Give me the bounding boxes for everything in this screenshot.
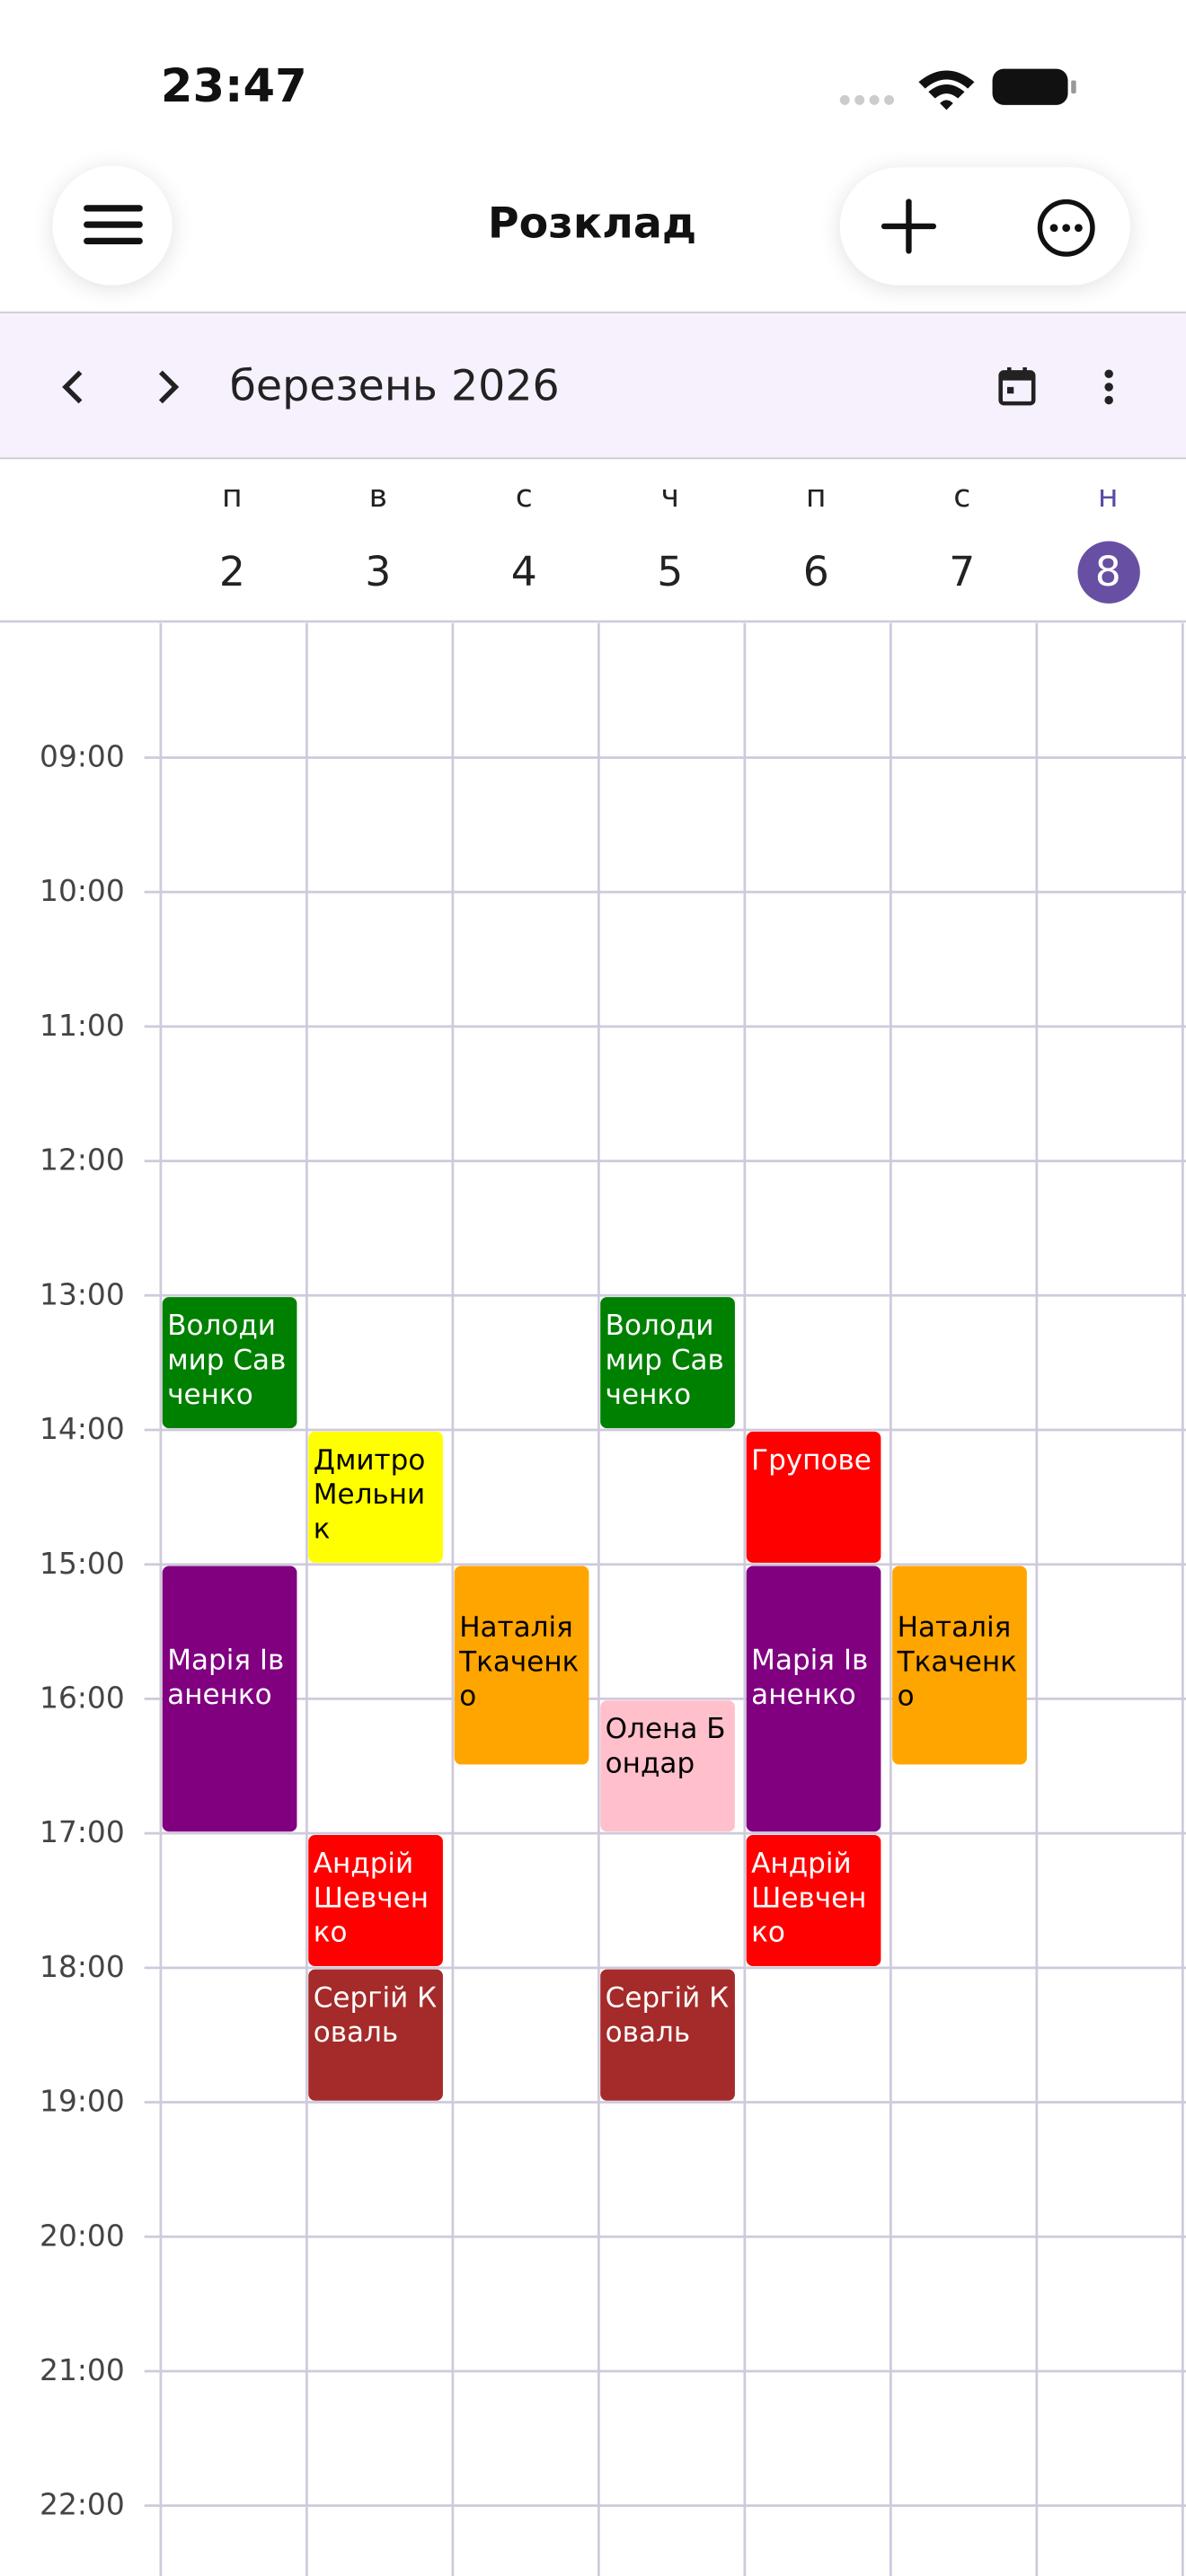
event[interactable]: Марія Іваненко — [746, 1566, 881, 1832]
event-text: Андрій Шевченко — [751, 1848, 867, 1950]
day-letter: п — [805, 479, 827, 516]
event[interactable]: Дмитро Мельник — [308, 1431, 443, 1563]
event-text: Володимир Савченко — [167, 1310, 287, 1412]
screen-title: Розклад — [487, 199, 697, 250]
day-date: 7 — [949, 547, 976, 595]
day-letter: п — [221, 479, 243, 516]
next-button[interactable] — [143, 362, 192, 411]
event-text: Наталія Ткаченко — [897, 1610, 1017, 1713]
event[interactable]: Олена Бондар — [600, 1700, 735, 1832]
day-date: 3 — [365, 547, 392, 595]
event[interactable]: Володимир Савченко — [162, 1297, 297, 1429]
calendar-toolbar — [0, 311, 1186, 460]
menu-icon — [84, 205, 143, 245]
event[interactable]: Сергій Коваль — [308, 1969, 443, 2101]
month-label: березень 2026 — [229, 362, 560, 412]
day-letter: н — [1097, 479, 1119, 516]
day-letter: с — [515, 479, 533, 516]
hour-label: 13:00 — [40, 1278, 125, 1313]
menu-button[interactable] — [52, 165, 173, 286]
more-button[interactable] — [1035, 197, 1097, 259]
event[interactable]: Групове — [746, 1431, 881, 1563]
event[interactable]: Андрій Шевченко — [746, 1834, 881, 1967]
hour-label: 15:00 — [40, 1547, 125, 1582]
event-text: Сергій Коваль — [313, 1982, 438, 2051]
hour-label: 19:00 — [40, 2085, 125, 2120]
hour-label: 16:00 — [40, 1681, 125, 1716]
hour-label: 20:00 — [40, 2219, 125, 2254]
event[interactable]: Марія Іваненко — [162, 1566, 297, 1832]
hour-label: 21:00 — [40, 2353, 125, 2389]
hour-label: 12:00 — [40, 1143, 125, 1178]
event-text: Андрій Шевченко — [313, 1848, 429, 1950]
status-time: 23:47 — [160, 58, 307, 113]
day-date: 4 — [510, 547, 537, 595]
date-picker-button[interactable] — [994, 364, 1040, 410]
event[interactable]: Наталія Ткаченко — [892, 1566, 1027, 1765]
day-date: 5 — [657, 547, 684, 595]
event-text: Сергій Коваль — [605, 1982, 730, 2051]
event-text: Наталія Ткаченко — [459, 1610, 580, 1713]
hour-label: 10:00 — [40, 875, 125, 910]
today-marker — [1076, 541, 1139, 604]
day-date: 2 — [218, 547, 245, 595]
event-text: Володимир Савченко — [605, 1310, 724, 1412]
toolbar-more-button[interactable] — [1093, 364, 1126, 410]
event-text: Групове — [751, 1444, 872, 1478]
hour-label: 09:00 — [40, 740, 125, 775]
day-letter: с — [953, 479, 971, 516]
event-text: Олена Бондар — [605, 1713, 726, 1781]
event[interactable]: Андрій Шевченко — [308, 1834, 443, 1967]
hour-label: 17:00 — [40, 1815, 125, 1851]
event[interactable]: Сергій Коваль — [600, 1969, 735, 2101]
hour-label: 11:00 — [40, 1009, 125, 1045]
status-icons — [839, 68, 1076, 110]
prev-button[interactable] — [49, 362, 99, 411]
event-text: Марія Іваненко — [167, 1645, 285, 1713]
event-text: Марія Іваненко — [751, 1645, 869, 1713]
day-letter: в — [368, 479, 388, 516]
hour-label: 18:00 — [40, 1950, 125, 1986]
day-letter: ч — [660, 479, 680, 516]
day-date: 6 — [802, 547, 829, 595]
event-text: Дмитро Мельник — [313, 1444, 426, 1547]
action-pill — [839, 167, 1130, 286]
day-date: 8 — [1094, 547, 1121, 595]
add-button[interactable] — [880, 197, 939, 256]
hour-label: 22:00 — [40, 2488, 125, 2523]
event[interactable]: Наталія Ткаченко — [454, 1566, 589, 1765]
hour-label: 14:00 — [40, 1412, 125, 1448]
event[interactable]: Володимир Савченко — [600, 1297, 735, 1429]
